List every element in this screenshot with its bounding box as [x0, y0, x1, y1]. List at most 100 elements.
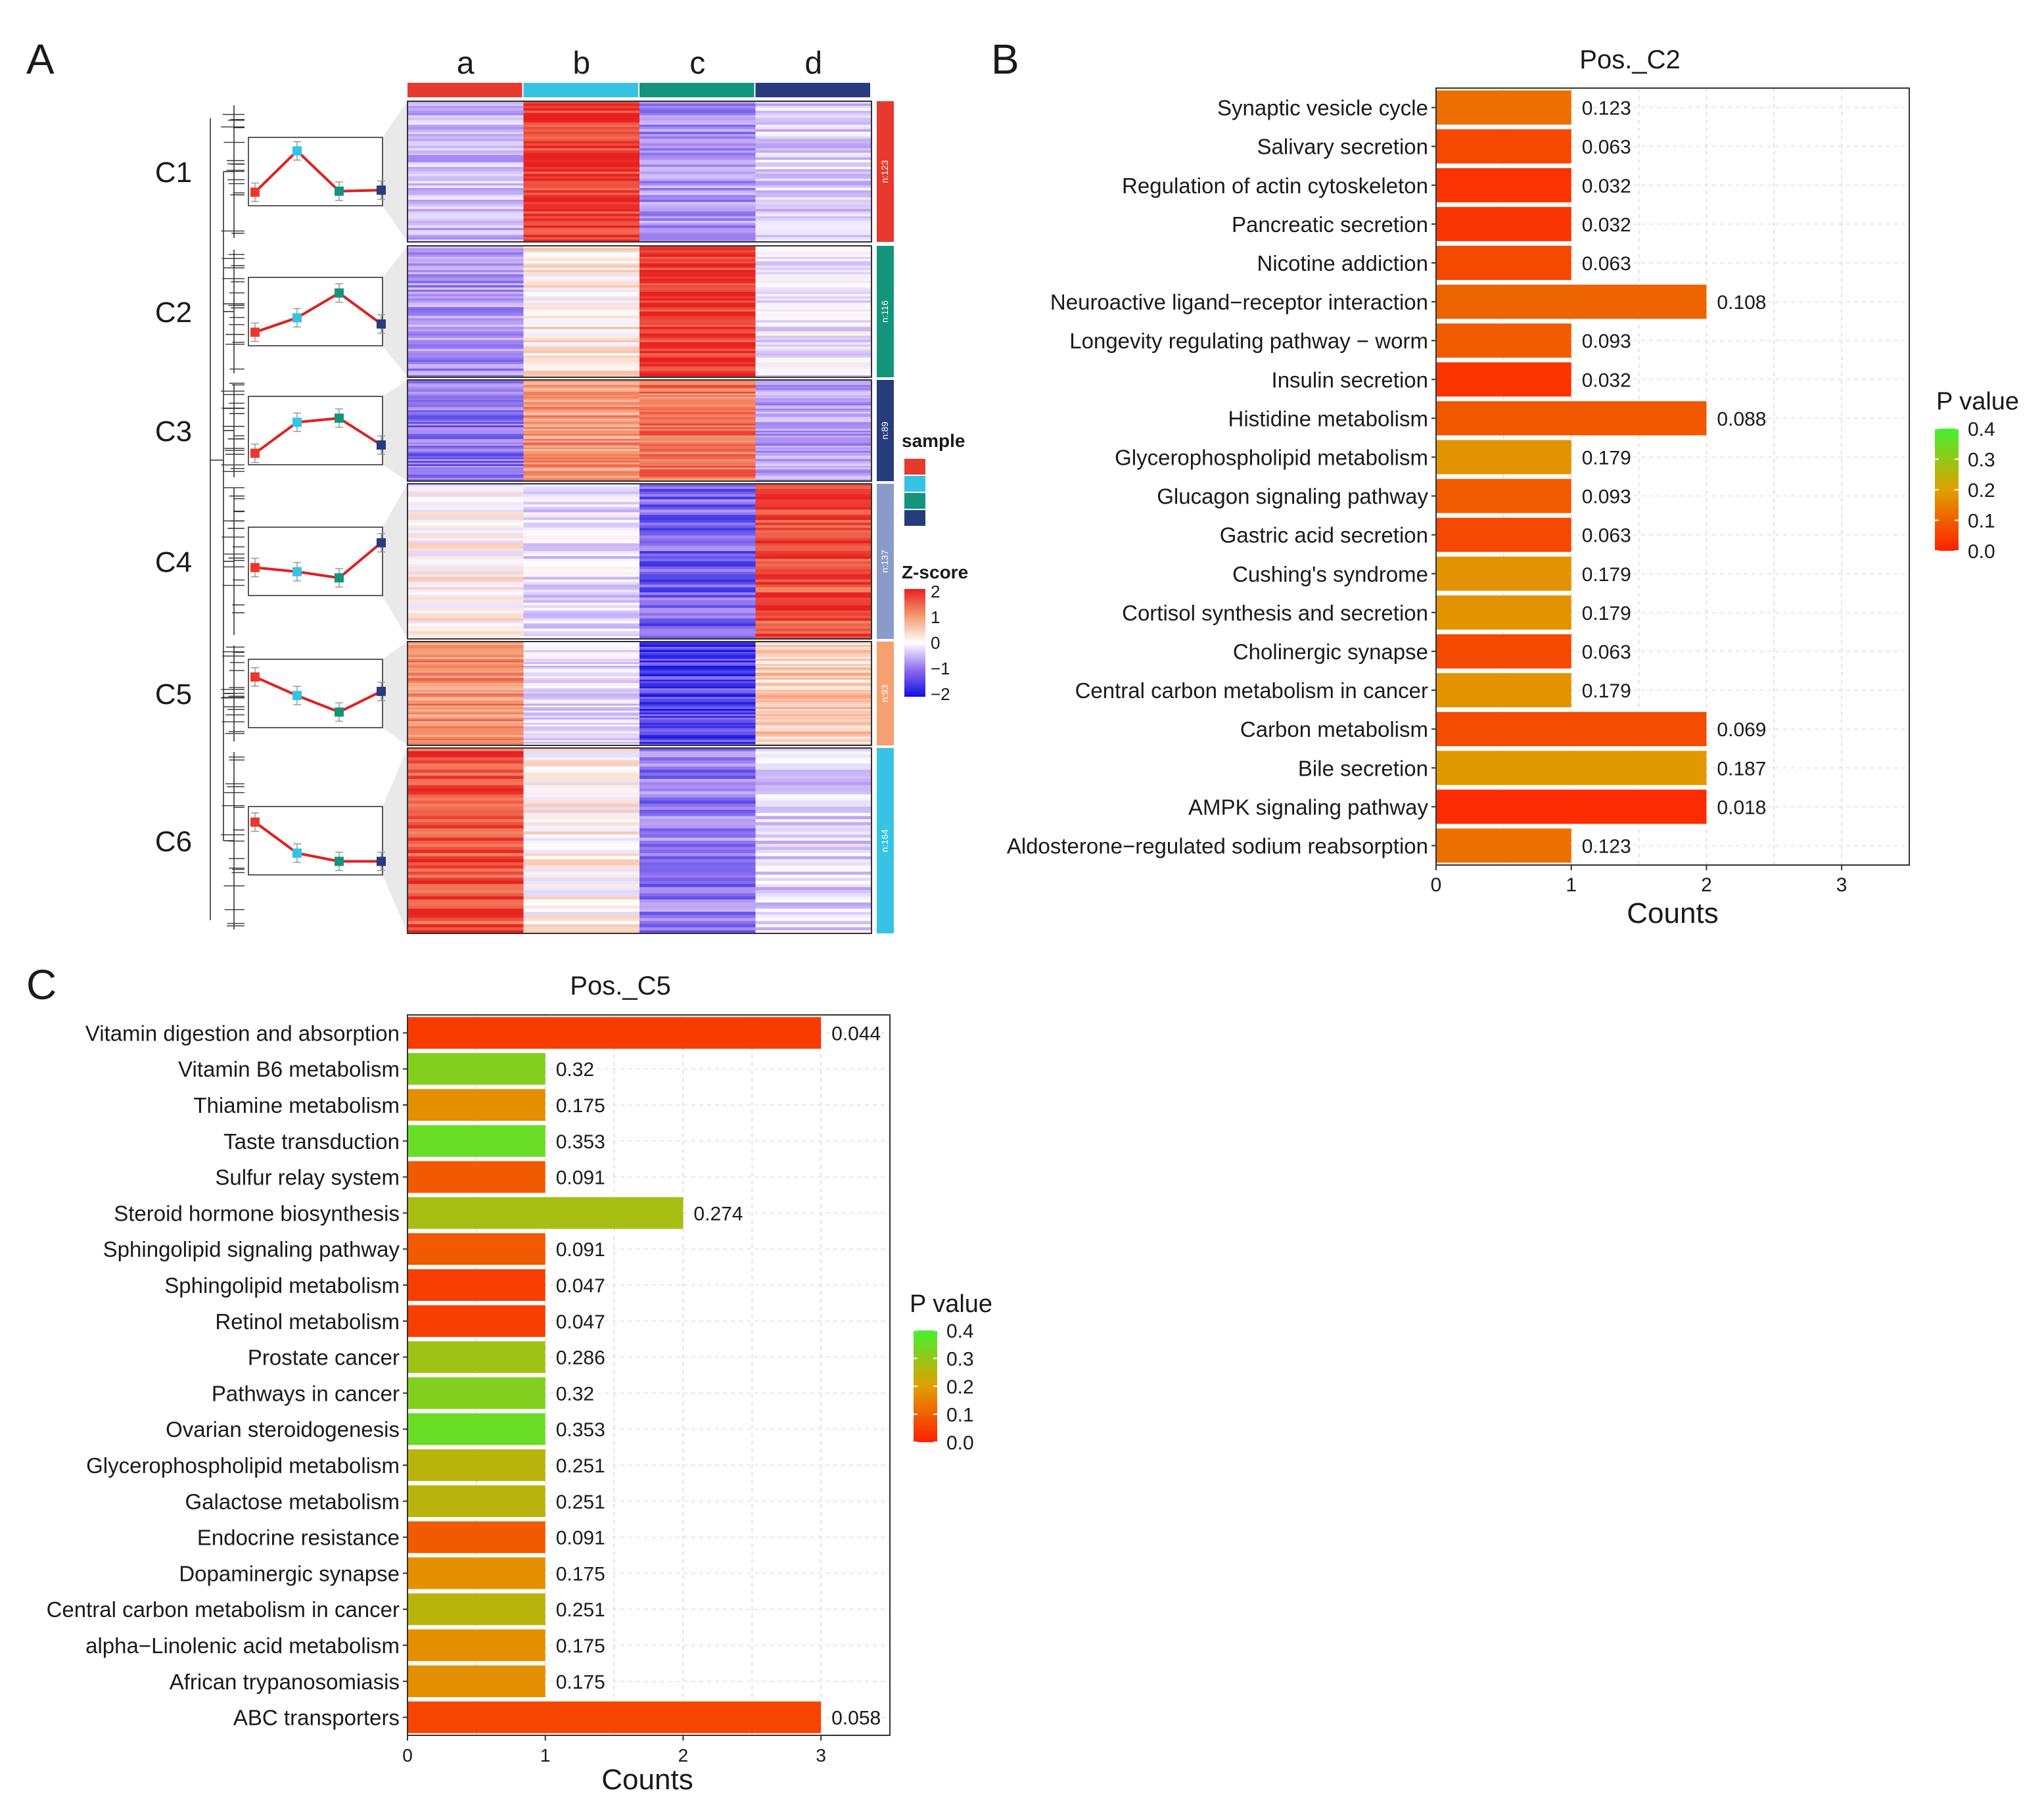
- heatmap-cell: [523, 122, 640, 126]
- heatmap-cell: [639, 266, 756, 268]
- heatmap-cell: [639, 628, 756, 632]
- heatmap-cell: [755, 268, 872, 271]
- bar: [1436, 245, 1571, 280]
- heatmap-cell: [755, 918, 872, 922]
- heatmap-cell: [755, 246, 872, 248]
- heatmap-cell: [639, 532, 756, 536]
- heatmap-cell: [639, 488, 756, 492]
- heatmap-cell: [407, 494, 524, 498]
- heatmap-cell: [407, 415, 524, 417]
- bar: [407, 1305, 546, 1337]
- heatmap-cell: [523, 150, 640, 153]
- heatmap-cell: [755, 651, 872, 654]
- heatmap-cell: [407, 427, 524, 429]
- heatmap-cell: [639, 828, 756, 832]
- heatmap-cell: [755, 803, 872, 807]
- heatmap-cell: [407, 563, 524, 567]
- heatmap-cell: [639, 272, 756, 275]
- heatmap-block-border: [407, 245, 872, 378]
- heatmap-cell: [523, 162, 640, 165]
- heatmap-cell: [755, 157, 872, 160]
- heatmap-cell: [755, 507, 872, 510]
- heatmap-cell: [639, 662, 756, 665]
- heatmap-cell: [523, 393, 640, 396]
- heatmap-cell: [523, 131, 640, 135]
- heatmap-cell: [407, 626, 524, 629]
- heatmap-cell: [639, 613, 756, 617]
- y-tick-label: alpha−Linolenic acid metabolism: [85, 1633, 400, 1658]
- y-tick-label: Pancreatic secretion: [1232, 212, 1428, 237]
- heatmap-cell: [755, 335, 872, 339]
- heatmap-cell: [639, 905, 756, 909]
- heatmap-cell: [523, 164, 640, 168]
- heatmap-cell: [523, 700, 640, 703]
- bar-value-label: 0.047: [556, 1275, 605, 1297]
- heatmap-cell: [755, 467, 872, 470]
- heatmap-cell: [755, 218, 872, 222]
- heatmap-cell: [523, 651, 640, 654]
- y-tick-label: Aldosterone−regulated sodium reabsorptio…: [1007, 833, 1428, 858]
- heatmap-cell: [755, 772, 872, 776]
- heatmap-cell: [523, 561, 640, 565]
- heatmap-cell: [639, 721, 756, 724]
- heatmap-cell: [639, 850, 756, 854]
- heatmap-cell: [755, 202, 872, 205]
- heatmap-cell: [639, 185, 756, 189]
- heatmap-cell: [639, 193, 756, 196]
- heatmap-cell: [639, 523, 756, 526]
- heatmap-cell: [407, 705, 524, 708]
- heatmap-cell: [407, 670, 524, 673]
- heatmap-cell: [407, 342, 524, 345]
- heatmap-cell: [755, 459, 872, 461]
- heatmap-cell: [523, 237, 640, 240]
- heatmap-cell: [639, 417, 756, 419]
- heatmap-cell: [755, 112, 872, 116]
- heatmap-cell: [639, 684, 756, 687]
- heatmap-cell: [407, 636, 524, 640]
- heatmap-cell: [523, 477, 640, 480]
- plot-frame: [1435, 87, 1910, 866]
- heatmap-cell: [523, 615, 640, 619]
- heatmap-cell: [755, 728, 872, 730]
- zscore-tick-label: 1: [931, 607, 940, 627]
- heatmap-cell: [639, 427, 756, 429]
- heatmap-cell: [639, 190, 756, 193]
- heatmap-cell: [407, 174, 524, 177]
- heatmap-cell: [407, 868, 524, 872]
- heatmap-cell: [407, 794, 524, 798]
- heatmap-cell: [755, 309, 872, 312]
- heatmap-cell: [523, 515, 640, 518]
- bar-value-label: 0.047: [556, 1311, 605, 1333]
- heatmap-cell: [639, 822, 756, 826]
- y-tick-label: Nicotine addiction: [1257, 251, 1429, 275]
- heatmap-cell: [639, 351, 756, 354]
- chart-title: Pos._C5: [570, 972, 670, 1000]
- heatmap-cell: [755, 605, 872, 609]
- heatmap-cell: [523, 387, 640, 389]
- heatmap-cell: [523, 117, 640, 121]
- heatmap-cell: [523, 692, 640, 694]
- heatmap-cell: [523, 525, 640, 528]
- heatmap-cell: [407, 289, 524, 293]
- heatmap-cell: [407, 527, 524, 531]
- heatmap-cell: [639, 507, 756, 510]
- heatmap-cell: [523, 385, 640, 387]
- heatmap-cell: [755, 692, 872, 694]
- bar-value-label: 0.179: [1582, 564, 1631, 586]
- heatmap-cell: [407, 865, 524, 869]
- heatmap-cell: [523, 660, 640, 663]
- heatmap-cell: [755, 738, 872, 741]
- bar-value-label: 0.063: [1582, 525, 1631, 547]
- heatmap-cell: [523, 395, 640, 398]
- heatmap-cell: [639, 726, 756, 729]
- heatmap-cell: [639, 106, 756, 109]
- heatmap-cell: [755, 285, 872, 288]
- heatmap-cell: [639, 491, 756, 495]
- heatmap-cell: [639, 331, 756, 334]
- heatmap-cell: [407, 711, 524, 713]
- heatmap-cell: [755, 484, 872, 487]
- trend-point: [292, 313, 302, 323]
- bar: [407, 1557, 546, 1589]
- heatmap-cell: [755, 779, 872, 783]
- heatmap-cell: [755, 543, 872, 546]
